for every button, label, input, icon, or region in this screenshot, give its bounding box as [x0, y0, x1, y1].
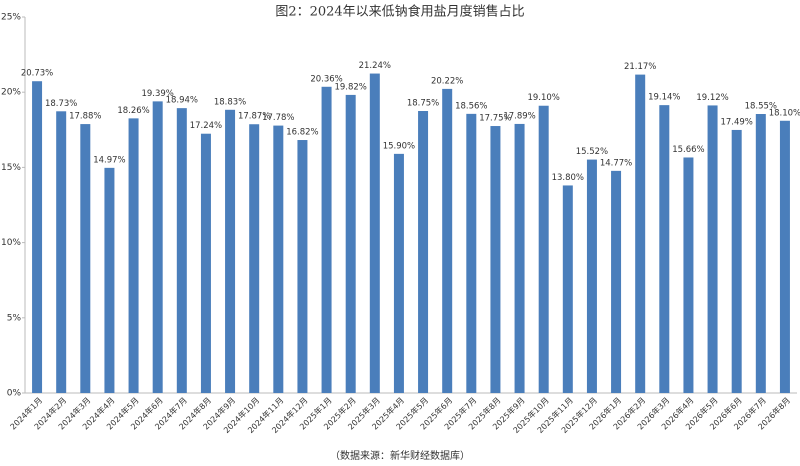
bar: [538, 105, 549, 394]
bar: [225, 109, 236, 393]
value-label: 18.75%: [407, 99, 439, 109]
value-label: 21.24%: [359, 61, 391, 71]
bar: [80, 124, 91, 393]
bar: [586, 159, 597, 393]
value-label: 17.87%: [238, 112, 270, 122]
value-label: 19.12%: [696, 93, 728, 103]
bar: [176, 108, 187, 394]
chart-title: 图2：2024年以来低钠食用盐月度销售占比: [275, 4, 524, 20]
value-label: 20.22%: [431, 76, 463, 86]
y-tick-label: 15%: [1, 163, 21, 173]
value-label: 18.83%: [214, 97, 246, 107]
value-label: 15.90%: [383, 141, 415, 151]
value-label: 20.36%: [310, 74, 342, 84]
bar: [466, 113, 477, 393]
bar: [779, 120, 790, 393]
bar: [104, 167, 115, 393]
bar: [659, 105, 670, 393]
y-tick-label: 20%: [1, 88, 21, 98]
value-label: 16.82%: [286, 128, 318, 138]
y-tick-label: 10%: [1, 238, 21, 248]
value-label: 17.75%: [479, 114, 511, 124]
value-label: 17.78%: [262, 113, 294, 123]
value-label: 14.77%: [600, 158, 632, 168]
value-label: 19.14%: [648, 93, 680, 103]
bar: [490, 126, 501, 393]
value-label: 17.88%: [69, 112, 101, 122]
bar: [442, 88, 453, 393]
value-label: 18.94%: [166, 96, 198, 106]
bar: [707, 105, 718, 393]
bar: [369, 73, 380, 393]
bar: [683, 157, 694, 393]
bar: [755, 114, 766, 394]
bar: [345, 94, 356, 394]
value-label: 17.89%: [503, 111, 535, 121]
bar: [418, 111, 429, 393]
bar: [200, 133, 211, 394]
bar: [514, 123, 525, 394]
bar: [731, 129, 742, 394]
value-label: 15.52%: [576, 147, 608, 157]
value-label: 18.10%: [769, 108, 800, 118]
bar: [152, 101, 163, 394]
bar: [273, 125, 284, 393]
bar: [393, 153, 404, 393]
value-label: 19.10%: [527, 93, 559, 103]
bar: [249, 124, 260, 393]
value-label: 17.49%: [720, 117, 752, 127]
bar: [562, 185, 573, 393]
bar: [611, 170, 622, 393]
value-label: 18.56%: [455, 101, 487, 111]
value-label: 21.17%: [624, 62, 656, 72]
bar: [321, 86, 332, 394]
y-tick-label: 0%: [7, 389, 22, 399]
value-label: 18.26%: [117, 106, 149, 116]
y-tick-label: 25%: [1, 13, 21, 23]
value-label: 19.82%: [334, 82, 366, 92]
value-label: 14.97%: [93, 155, 125, 165]
bar: [32, 81, 43, 394]
bar: [297, 140, 308, 393]
value-label: 17.24%: [190, 121, 222, 131]
bar: [128, 118, 139, 393]
value-label: 18.55%: [745, 102, 777, 112]
value-label: 13.80%: [552, 173, 584, 183]
source-note: （数据来源：新华财经数据库）: [330, 449, 470, 462]
value-label: 18.73%: [45, 99, 77, 109]
value-label: 19.39%: [141, 89, 173, 99]
value-label: 20.73%: [21, 69, 53, 79]
value-label: 15.66%: [672, 145, 704, 155]
bar: [635, 74, 646, 393]
bar: [56, 111, 67, 394]
y-tick-label: 5%: [7, 313, 22, 323]
